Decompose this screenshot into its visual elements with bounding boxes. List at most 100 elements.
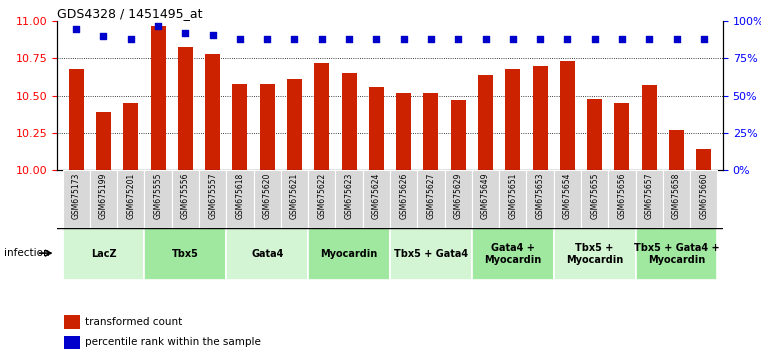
Text: Gata4 +
Myocardin: Gata4 + Myocardin bbox=[484, 243, 541, 265]
Bar bbox=[390, 170, 417, 228]
Text: GSM675657: GSM675657 bbox=[645, 173, 654, 219]
Bar bbox=[505, 69, 521, 170]
Text: GSM675555: GSM675555 bbox=[154, 173, 163, 219]
Text: GSM675627: GSM675627 bbox=[426, 173, 435, 219]
Text: GSM675618: GSM675618 bbox=[235, 173, 244, 219]
Bar bbox=[314, 63, 330, 170]
Text: GSM675624: GSM675624 bbox=[372, 173, 380, 219]
Bar bbox=[451, 100, 466, 170]
Bar bbox=[226, 228, 308, 280]
Bar bbox=[417, 170, 444, 228]
Bar bbox=[68, 69, 84, 170]
Bar bbox=[642, 85, 657, 170]
Point bbox=[234, 36, 246, 42]
Text: Tbx5 + Gata4: Tbx5 + Gata4 bbox=[394, 249, 468, 259]
Bar bbox=[554, 228, 635, 280]
Point bbox=[343, 36, 355, 42]
Point bbox=[206, 32, 218, 38]
Text: percentile rank within the sample: percentile rank within the sample bbox=[85, 337, 261, 348]
Bar bbox=[90, 170, 117, 228]
Point bbox=[425, 36, 437, 42]
Text: GSM675651: GSM675651 bbox=[508, 173, 517, 219]
Bar bbox=[608, 170, 635, 228]
Text: GSM675629: GSM675629 bbox=[454, 173, 463, 219]
Point bbox=[670, 36, 683, 42]
Text: GSM675557: GSM675557 bbox=[208, 173, 217, 219]
Bar bbox=[614, 103, 629, 170]
Text: GSM675623: GSM675623 bbox=[345, 173, 354, 219]
Bar bbox=[145, 170, 172, 228]
Point bbox=[479, 36, 492, 42]
Bar bbox=[635, 228, 718, 280]
Text: GSM675620: GSM675620 bbox=[263, 173, 272, 219]
Text: GSM675660: GSM675660 bbox=[699, 173, 708, 219]
Text: Myocardin: Myocardin bbox=[320, 249, 377, 259]
Bar bbox=[527, 170, 554, 228]
Bar bbox=[690, 170, 718, 228]
Text: LacZ: LacZ bbox=[91, 249, 116, 259]
Bar bbox=[199, 170, 226, 228]
Bar bbox=[178, 46, 193, 170]
Point bbox=[452, 36, 464, 42]
Point bbox=[507, 36, 519, 42]
Bar bbox=[205, 54, 220, 170]
Bar bbox=[663, 170, 690, 228]
Bar bbox=[172, 170, 199, 228]
Bar bbox=[444, 170, 472, 228]
Text: GSM675655: GSM675655 bbox=[591, 173, 599, 219]
Text: Tbx5 + Gata4 +
Myocardin: Tbx5 + Gata4 + Myocardin bbox=[634, 243, 719, 265]
Text: GSM675621: GSM675621 bbox=[290, 173, 299, 219]
Text: GSM675656: GSM675656 bbox=[617, 173, 626, 219]
Point bbox=[261, 36, 273, 42]
Point bbox=[316, 36, 328, 42]
Point bbox=[397, 36, 409, 42]
Bar bbox=[369, 87, 384, 170]
Bar bbox=[363, 170, 390, 228]
Bar bbox=[554, 170, 581, 228]
Bar bbox=[281, 170, 308, 228]
Point bbox=[534, 36, 546, 42]
Text: GDS4328 / 1451495_at: GDS4328 / 1451495_at bbox=[57, 7, 202, 20]
Point bbox=[616, 36, 628, 42]
Point bbox=[562, 36, 574, 42]
Bar bbox=[226, 170, 253, 228]
Text: GSM675199: GSM675199 bbox=[99, 173, 108, 219]
Text: GSM675622: GSM675622 bbox=[317, 173, 326, 219]
Point bbox=[97, 33, 110, 39]
Bar bbox=[151, 26, 166, 170]
Bar bbox=[62, 228, 145, 280]
Bar bbox=[308, 228, 390, 280]
Text: Tbx5 +
Myocardin: Tbx5 + Myocardin bbox=[566, 243, 623, 265]
Point bbox=[698, 36, 710, 42]
Text: transformed count: transformed count bbox=[85, 317, 183, 327]
Bar bbox=[145, 228, 226, 280]
Bar bbox=[472, 170, 499, 228]
Bar bbox=[396, 93, 411, 170]
Bar bbox=[499, 170, 527, 228]
Text: Gata4: Gata4 bbox=[251, 249, 283, 259]
Bar bbox=[696, 149, 712, 170]
Point bbox=[180, 30, 192, 36]
Text: GSM675653: GSM675653 bbox=[536, 173, 545, 219]
Bar bbox=[472, 228, 554, 280]
Point bbox=[125, 36, 137, 42]
Bar bbox=[581, 170, 608, 228]
Bar bbox=[669, 130, 684, 170]
Point bbox=[288, 36, 301, 42]
Bar bbox=[587, 98, 602, 170]
Text: GSM675201: GSM675201 bbox=[126, 173, 135, 219]
Bar bbox=[253, 170, 281, 228]
Text: GSM675654: GSM675654 bbox=[563, 173, 572, 219]
Point bbox=[588, 36, 600, 42]
Bar bbox=[62, 170, 90, 228]
Bar bbox=[423, 93, 438, 170]
Text: GSM675626: GSM675626 bbox=[400, 173, 408, 219]
Bar bbox=[336, 170, 363, 228]
Bar bbox=[232, 84, 247, 170]
Point bbox=[70, 26, 82, 32]
Bar bbox=[96, 112, 111, 170]
Point bbox=[643, 36, 655, 42]
Bar bbox=[390, 228, 472, 280]
Text: Tbx5: Tbx5 bbox=[172, 249, 199, 259]
Bar bbox=[260, 84, 275, 170]
